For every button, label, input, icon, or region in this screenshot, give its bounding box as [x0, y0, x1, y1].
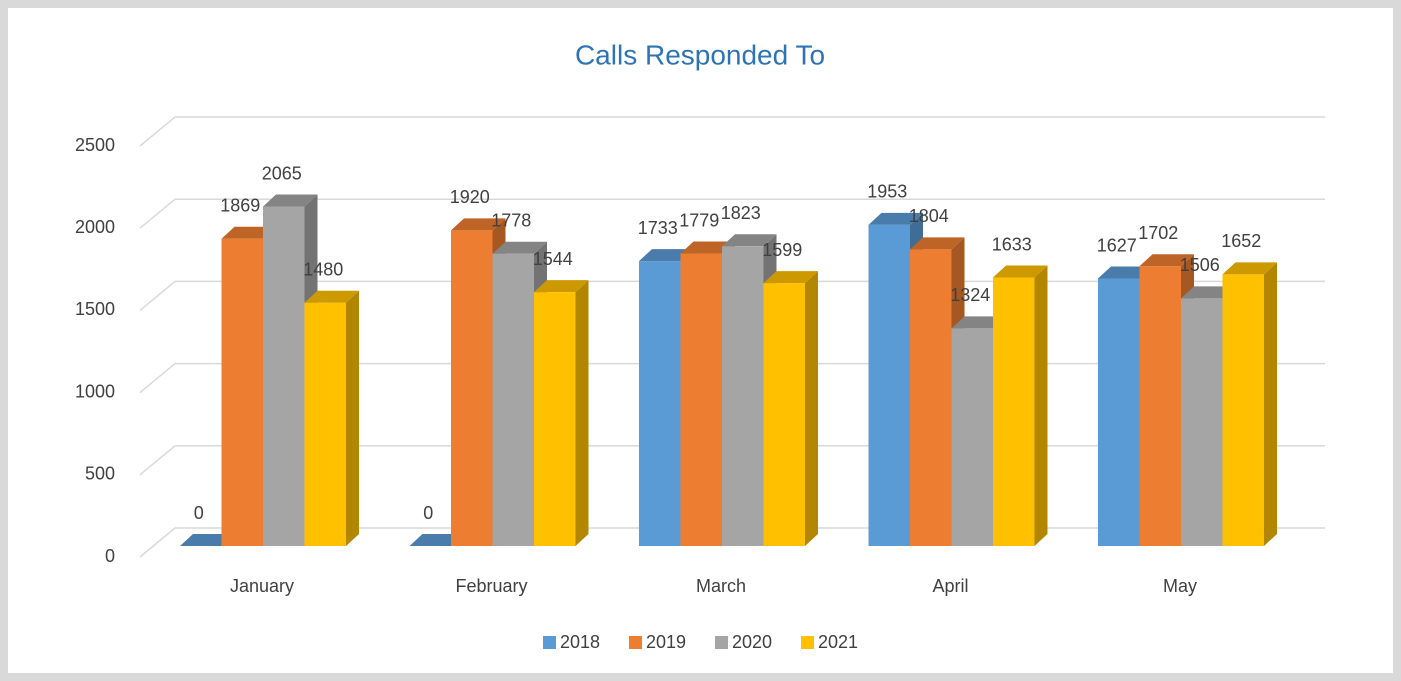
- bar-top: [763, 271, 818, 284]
- grid-line: [139, 116, 1325, 147]
- bar-top: [993, 265, 1048, 278]
- bar: [1098, 278, 1140, 546]
- x-tick-label: April: [932, 576, 968, 596]
- value-label: 1823: [721, 203, 761, 223]
- legend-swatch: [715, 636, 728, 649]
- grid-line: [139, 198, 1325, 229]
- y-tick-label: 1500: [75, 299, 115, 319]
- bar-top: [722, 234, 777, 247]
- value-label: 1544: [533, 249, 573, 269]
- value-label: 1920: [450, 187, 490, 207]
- value-label: 2065: [262, 163, 302, 183]
- value-label: 1633: [992, 234, 1032, 254]
- bar-top: [221, 226, 276, 239]
- legend-label: 2018: [560, 632, 600, 652]
- bar-top: [1222, 262, 1277, 275]
- bar-top: [680, 241, 735, 254]
- value-label: 1804: [909, 206, 949, 226]
- bar-top: [492, 241, 547, 254]
- bar: [868, 224, 910, 546]
- bar: [910, 249, 952, 546]
- bar-side: [805, 271, 818, 546]
- bar: [1181, 298, 1223, 546]
- x-tick-label: March: [696, 576, 746, 596]
- bar: [304, 302, 346, 546]
- bar-top: [180, 534, 235, 546]
- bar-top: [451, 218, 506, 231]
- bar-top: [868, 212, 923, 225]
- bar: [451, 230, 493, 547]
- bar-top: [534, 280, 589, 293]
- bar: [492, 253, 534, 547]
- bar-top: [263, 194, 318, 207]
- value-label: 1778: [491, 210, 531, 230]
- value-label: 0: [194, 503, 204, 523]
- bar: [722, 246, 764, 546]
- legend-swatch: [543, 636, 556, 649]
- legend-label: 2021: [818, 632, 858, 652]
- bar: [993, 277, 1035, 546]
- bar-top: [1098, 266, 1153, 279]
- legend-swatch: [801, 636, 814, 649]
- bar: [1139, 266, 1181, 546]
- value-label: 0: [423, 503, 433, 523]
- bar-top: [910, 237, 965, 250]
- x-tick-label: February: [455, 576, 527, 596]
- bar: [1222, 274, 1264, 546]
- x-tick-label: January: [230, 576, 294, 596]
- bar-side: [1034, 265, 1048, 546]
- bar: [680, 253, 722, 546]
- value-label: 1324: [950, 285, 990, 305]
- value-label: 1506: [1180, 255, 1220, 275]
- legend-label: 2019: [646, 632, 686, 652]
- legend-swatch: [629, 636, 642, 649]
- bar-top: [1139, 254, 1194, 267]
- bar-top: [1181, 286, 1236, 299]
- value-label: 1599: [762, 240, 802, 260]
- value-label: 1480: [303, 259, 343, 279]
- bar: [951, 328, 993, 546]
- value-label: 1733: [638, 218, 678, 238]
- bar-top: [304, 290, 359, 303]
- bar-side: [575, 280, 589, 546]
- value-label: 1652: [1221, 231, 1261, 251]
- value-label: 1869: [220, 195, 260, 215]
- y-tick-label: 2000: [75, 217, 115, 237]
- bar-top: [409, 534, 464, 546]
- value-label: 1779: [679, 210, 719, 230]
- x-tick-label: May: [1163, 576, 1197, 596]
- bar-top: [951, 316, 1006, 329]
- chart-title: Calls Responded To: [575, 39, 825, 70]
- bar: [534, 292, 576, 546]
- bar: [221, 238, 263, 547]
- legend-label: 2020: [732, 632, 772, 652]
- value-label: 1953: [867, 182, 907, 202]
- bar-side: [1264, 262, 1277, 546]
- bar: [639, 261, 681, 546]
- bar-top: [639, 249, 694, 262]
- y-tick-label: 2500: [75, 135, 115, 155]
- bar: [763, 283, 805, 546]
- y-tick-label: 0: [105, 546, 115, 566]
- bar: [263, 206, 305, 546]
- bar-side: [346, 290, 359, 546]
- value-label: 1702: [1138, 223, 1178, 243]
- value-label: 1627: [1097, 235, 1137, 255]
- y-tick-label: 1000: [75, 381, 115, 401]
- y-tick-label: 500: [85, 464, 115, 484]
